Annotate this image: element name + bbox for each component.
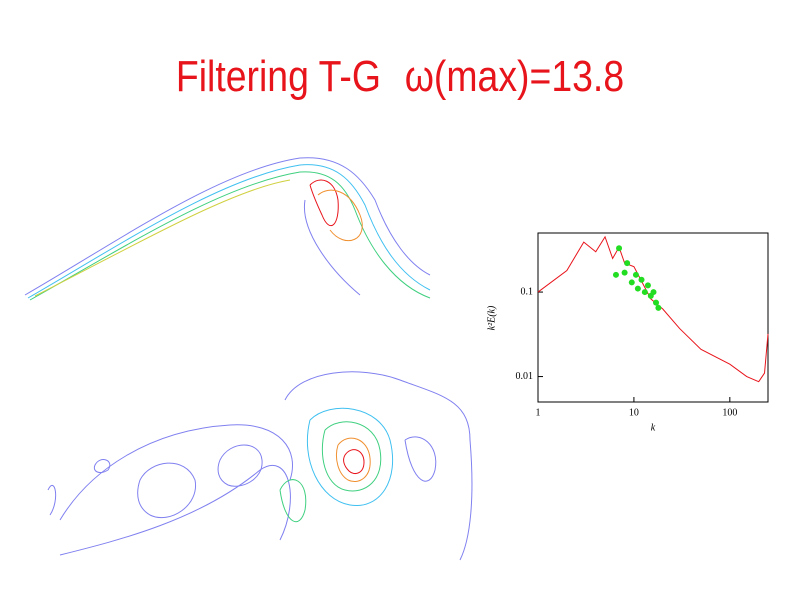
title-text: Filtering T-G [175,52,381,101]
data-point [641,289,648,296]
data-point [655,304,662,311]
spectrum-line [537,235,769,383]
title: Filtering T-G ω(max)=13.8 [60,52,740,102]
data-point [612,271,619,278]
data-point [638,276,645,283]
data-point [628,279,635,286]
x-axis-label: k [651,422,656,433]
data-point [650,289,657,296]
contour-bottom [47,371,473,561]
y-axis-label: k²E(k) [486,305,497,330]
contour-top [24,157,431,301]
x-tick-label: 1 [536,407,541,418]
data-point [616,245,623,252]
x-tick-label: 100 [722,407,737,418]
plot-frame [537,232,769,403]
data-point [621,269,628,276]
data-point [632,271,639,278]
spectrum-chart: k k²E(k) 1 10 100 0.01 0.1 [486,232,769,433]
x-tick-label: 10 [629,407,639,418]
data-point [644,282,651,289]
data-point [653,299,660,306]
data-point [634,285,641,292]
y-tick-label: 0.01 [516,371,534,382]
y-tick-label: 0.1 [521,286,534,297]
title-omega: ω(max)=13.8 [404,52,625,101]
data-point [624,260,631,267]
